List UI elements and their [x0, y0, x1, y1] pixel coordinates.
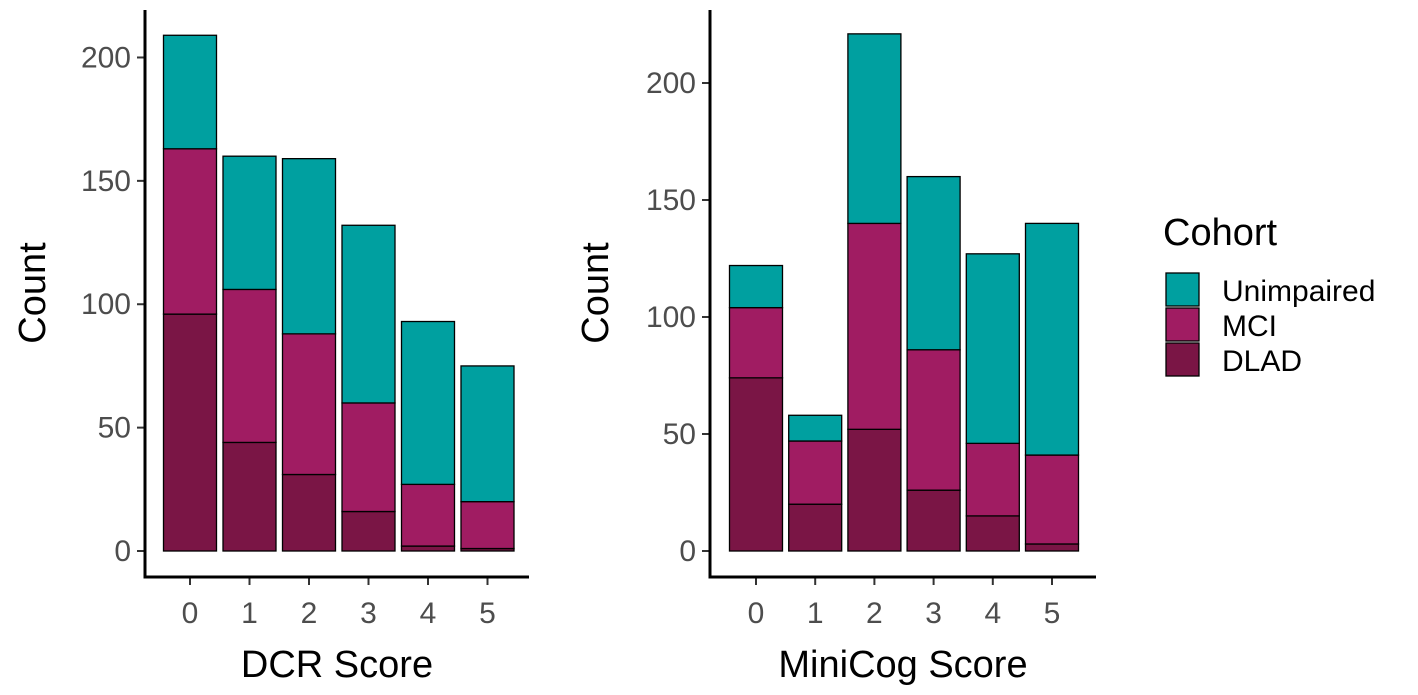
minicog-bar-unimpaired-3 — [906, 175, 961, 351]
dcr-bar-mci-3 — [341, 402, 396, 513]
minicog-bar-unimpaired-5 — [1024, 222, 1080, 456]
dcr-bar-dlad-0 — [162, 313, 218, 552]
dcr-bar-unimpaired-0 — [162, 34, 218, 150]
legend-swatch-unimpaired — [1165, 272, 1200, 307]
dcr-y-tick-label: 100 — [81, 288, 131, 321]
legend-label-mci: MCI — [1222, 310, 1277, 343]
minicog-bar-mci-5 — [1024, 454, 1080, 545]
minicog-bar-dlad-3 — [906, 489, 961, 552]
legend-title: Cohort — [1163, 212, 1277, 254]
minicog-bar-dlad-0 — [728, 377, 784, 552]
minicog-bar-dlad-1 — [788, 503, 843, 552]
dcr-bar-unimpaired-5 — [460, 365, 515, 503]
dcr-bar-mci-5 — [460, 500, 515, 550]
minicog-y-tick-label: 100 — [646, 301, 696, 334]
minicog-bar-dlad-2 — [847, 428, 902, 552]
dcr-bar-dlad-2 — [281, 473, 337, 552]
dcr-x-tick-label: 4 — [420, 597, 437, 630]
dcr-x-axis-title: DCR Score — [241, 644, 433, 686]
dcr-bar-unimpaired-2 — [281, 158, 337, 335]
minicog-y-axis-title: Count — [575, 242, 617, 344]
dcr-bar-dlad-3 — [341, 510, 396, 552]
dcr-bar-dlad-4 — [400, 545, 456, 552]
minicog-x-axis-title: MiniCog Score — [778, 644, 1027, 686]
minicog-x-tick-label: 2 — [866, 597, 883, 630]
minicog-bar-mci-2 — [847, 222, 902, 430]
minicog-bar-mci-3 — [906, 349, 961, 491]
legend-label-dlad: DLAD — [1222, 345, 1302, 378]
dcr-x-tick-label: 3 — [360, 597, 377, 630]
minicog-y-tick-label: 0 — [679, 535, 696, 568]
minicog-bar-unimpaired-2 — [847, 33, 902, 225]
minicog-bar-unimpaired-4 — [965, 253, 1020, 445]
dcr-score-chart: 0 50 100 150 200 0 1 2 3 4 5 DCR Score Count — [12, 10, 529, 686]
dcr-bar-unimpaired-4 — [400, 320, 456, 486]
dcr-y-tick-label: 0 — [114, 535, 131, 568]
minicog-y-tick-label: 50 — [663, 418, 696, 451]
minicog-bar-unimpaired-0 — [728, 264, 784, 309]
minicog-x-tick-label: 1 — [807, 597, 824, 630]
minicog-bar-mci-1 — [788, 440, 843, 505]
dcr-x-tick-label: 0 — [182, 597, 199, 630]
minicog-y-tick-label: 150 — [646, 184, 696, 217]
dcr-x-tick-label: 2 — [301, 597, 318, 630]
dcr-bar-dlad-1 — [222, 441, 277, 552]
minicog-bar-mci-4 — [965, 442, 1020, 517]
minicog-x-tick-label: 4 — [984, 597, 1001, 630]
dcr-x-tick-label: 1 — [241, 597, 258, 630]
dcr-bar-mci-2 — [281, 333, 337, 476]
dcr-y-tick-label: 50 — [98, 412, 131, 445]
dcr-bar-unimpaired-3 — [341, 224, 396, 404]
minicog-x-tick-label: 3 — [925, 597, 942, 630]
minicog-bar-dlad-4 — [965, 515, 1020, 552]
dcr-bar-mci-4 — [400, 483, 456, 547]
minicog-y-tick-label: 200 — [646, 67, 696, 100]
minicog-bar-dlad-5 — [1024, 543, 1080, 552]
dcr-x-tick-label: 5 — [479, 597, 496, 630]
dcr-y-tick-label: 150 — [81, 165, 131, 198]
dcr-bar-unimpaired-1 — [222, 155, 277, 291]
dcr-y-tick-label: 200 — [81, 41, 131, 74]
minicog-bar-unimpaired-1 — [788, 414, 843, 442]
legend-label-unimpaired: Unimpaired — [1222, 275, 1375, 308]
legend-swatch-mci — [1165, 307, 1200, 342]
minicog-x-tick-label: 5 — [1044, 597, 1061, 630]
legend-swatch-dlad — [1165, 342, 1200, 377]
dcr-bar-mci-1 — [222, 288, 277, 444]
minicog-score-chart: 0 50 100 150 200 0 1 2 3 4 5 MiniCog Score Count — [575, 10, 1096, 686]
dcr-bar-mci-0 — [162, 148, 218, 315]
minicog-bar-mci-0 — [728, 306, 784, 379]
dcr-y-axis-title: Count — [12, 242, 54, 344]
minicog-x-tick-label: 0 — [748, 597, 765, 630]
